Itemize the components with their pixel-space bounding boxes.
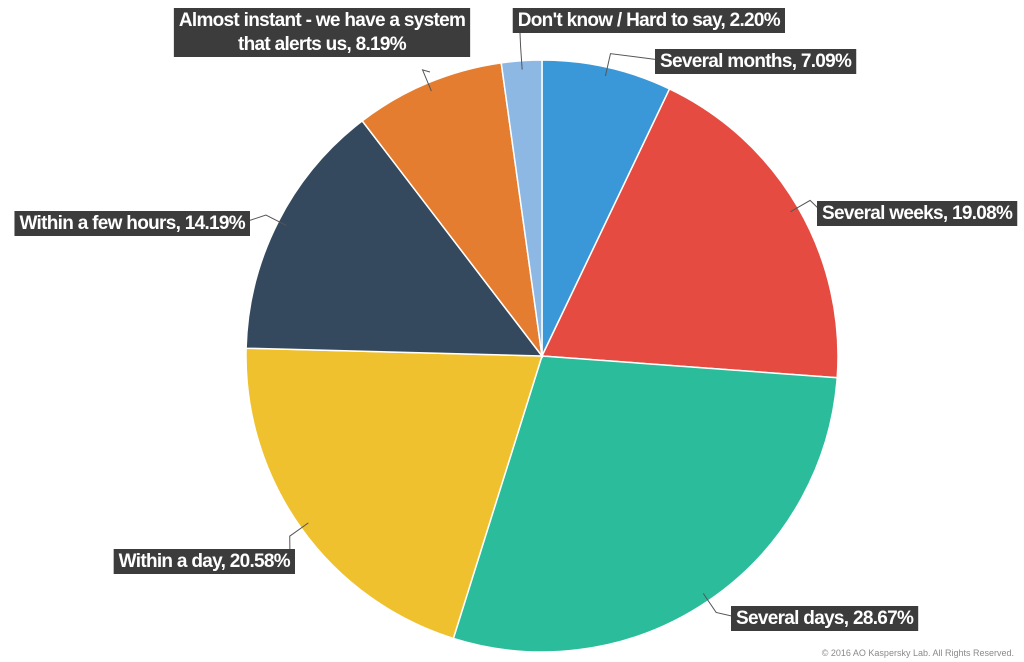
data-label-almost-instant-we-have-a-system-that-alerts-us: Almost instant - we have a system that al… <box>173 8 471 57</box>
data-label-text: Several weeks, 19.08% <box>822 203 1013 224</box>
data-label-several-days: Several days, 28.67% <box>731 606 919 631</box>
data-label-box <box>655 49 857 74</box>
data-label-box <box>113 549 295 574</box>
data-label-box <box>173 8 471 57</box>
data-label-several-months: Several months, 7.09% <box>655 49 857 74</box>
leader-line-almost-instant-we-have-a-system-that-alerts-us <box>421 69 432 92</box>
leader-line-don-t-know-hard-to-say <box>519 32 523 70</box>
leader-line-within-a-few-hours <box>244 214 287 226</box>
data-label-text: Don't know / Hard to say, 2.20% <box>518 10 781 31</box>
data-label-box <box>817 201 1018 226</box>
data-label-don-t-know-hard-to-say: Don't know / Hard to say, 2.20% <box>512 8 785 33</box>
data-label-within-a-day: Within a day, 20.58% <box>113 549 295 574</box>
leader-line-several-months <box>604 53 661 77</box>
pie-slices <box>245 59 839 653</box>
data-label-text: Several months, 7.09% <box>660 51 852 72</box>
data-label-text: Several days, 28.67% <box>736 608 914 629</box>
data-label-within-a-few-hours: Within a few hours, 14.19% <box>14 211 250 236</box>
data-label-box <box>731 606 919 631</box>
data-label-text: Almost instant - we have a system <box>179 10 465 31</box>
data-labels: Several months, 7.09% Several weeks, 19.0… <box>14 8 1018 631</box>
copyright-notice: © 2016 AO Kaspersky Lab. All Rights Rese… <box>821 648 1014 658</box>
data-label-text: Within a few hours, 14.19% <box>19 213 245 234</box>
data-label-text: Within a day, 20.58% <box>119 551 291 572</box>
data-label-several-weeks: Several weeks, 19.08% <box>817 201 1018 226</box>
data-label-box <box>14 211 250 236</box>
data-label-box <box>512 8 785 33</box>
data-label-text: that alerts us, 8.19% <box>238 34 407 55</box>
leader-line-several-days <box>702 593 737 618</box>
